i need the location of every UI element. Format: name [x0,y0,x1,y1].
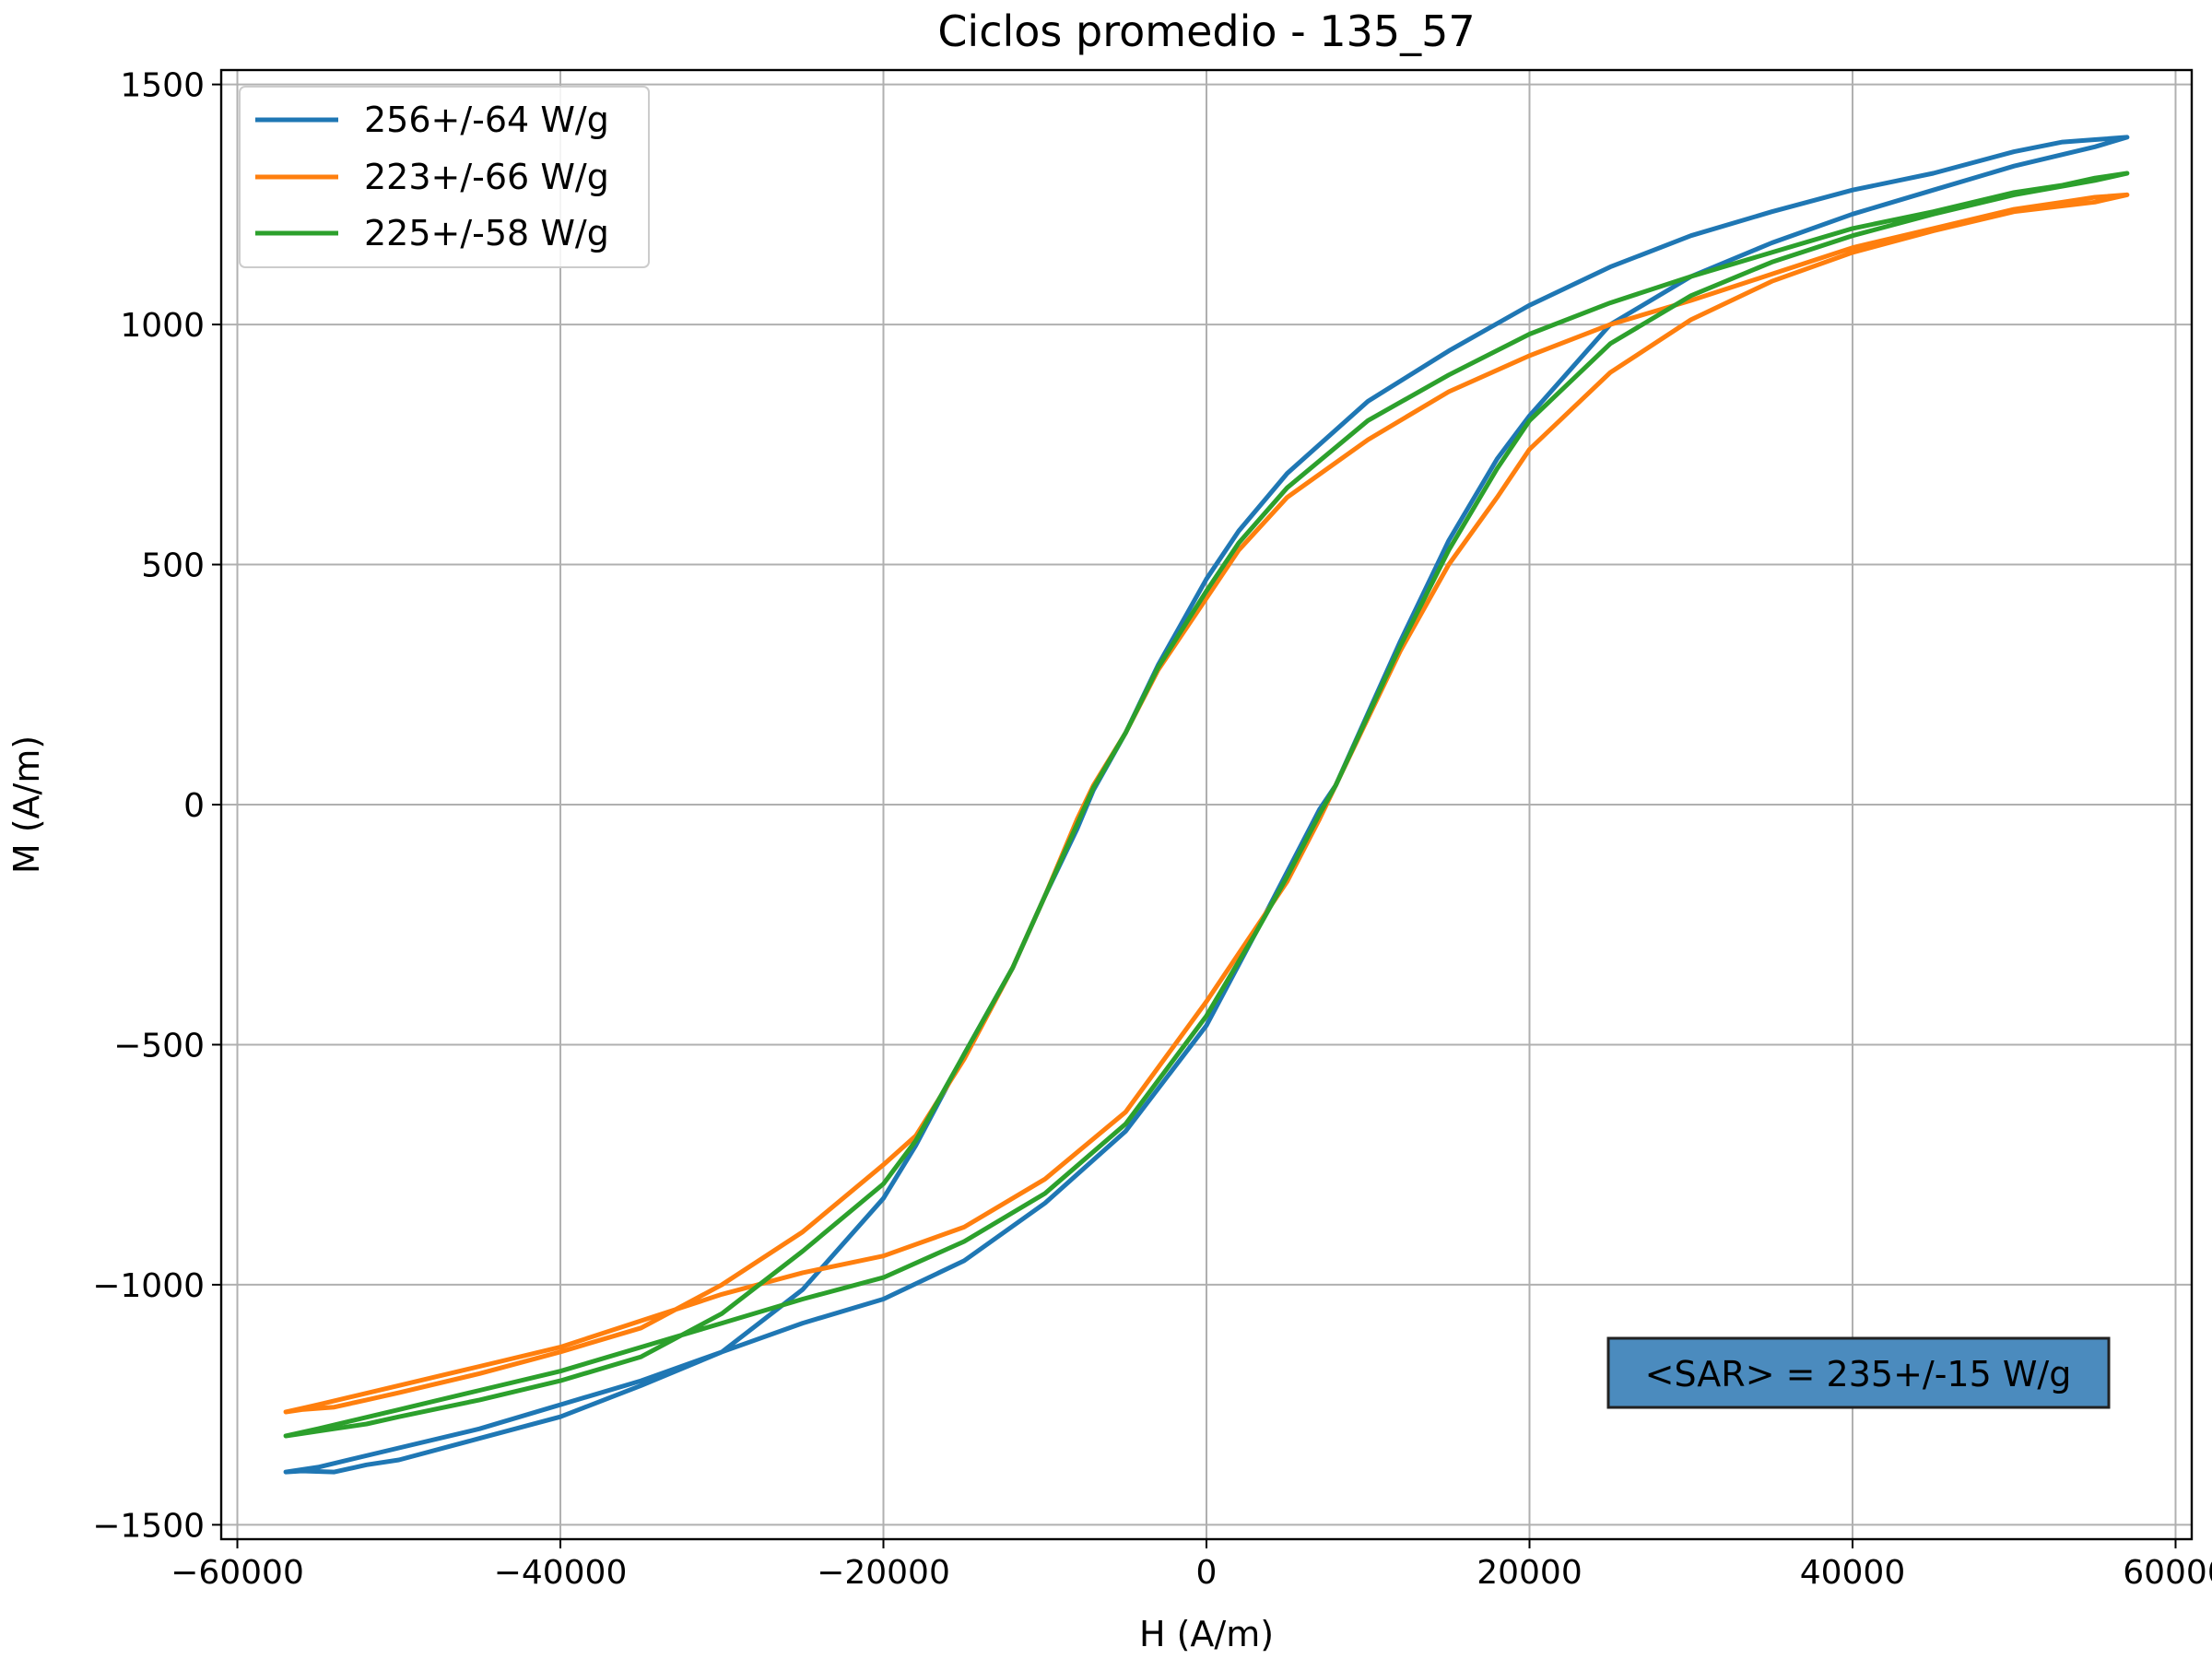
series-line-2 [283,171,2130,1439]
series-lines [283,135,2130,1475]
sar-annotation: <SAR> = 235+/-15 W/g [1606,1336,2111,1409]
x-tick-label: −20000 [817,1554,950,1592]
y-tick-label: −1000 [92,1267,205,1305]
legend: 256+/-64 W/g 223+/-66 W/g 225+/-58 W/g [239,86,650,268]
y-tick-label: 0 [183,787,205,825]
legend-label-256: 256+/-64 W/g [364,100,609,140]
x-tick-label: −40000 [494,1554,628,1592]
series-line-1 [283,192,2130,1415]
sar-box [1606,1336,2111,1409]
x-tick-label: 40000 [1800,1554,1906,1592]
x-tick-label: −60000 [171,1554,304,1592]
legend-label-223: 223+/-66 W/g [364,157,609,197]
x-tick-label: 20000 [1477,1554,1583,1592]
series-line-0 [283,135,2130,1475]
grid-lines [221,70,2192,1539]
legend-label-225: 225+/-58 W/g [364,213,609,253]
y-tick-label: −500 [113,1027,205,1065]
legend-box [239,86,650,268]
x-tick-label: 0 [1196,1554,1218,1592]
x-axis-label: H (A/m) [1139,1614,1274,1654]
y-tick-label: 1000 [120,307,205,345]
x-tick-label: 60000 [2123,1554,2212,1592]
sar-text: <SAR> = 235+/-15 W/g [1645,1354,2072,1394]
axis-ticks: −60000 −40000 −20000 0 20000 40000 60000 1500 10… [92,67,2212,1592]
y-tick-label: −1500 [92,1507,205,1545]
y-tick-label: 1500 [120,67,205,105]
chart-title: Ciclos promedio - 135_57 [937,6,1475,56]
y-axis-label: M (A/m) [6,735,47,874]
y-tick-label: 500 [141,547,205,585]
